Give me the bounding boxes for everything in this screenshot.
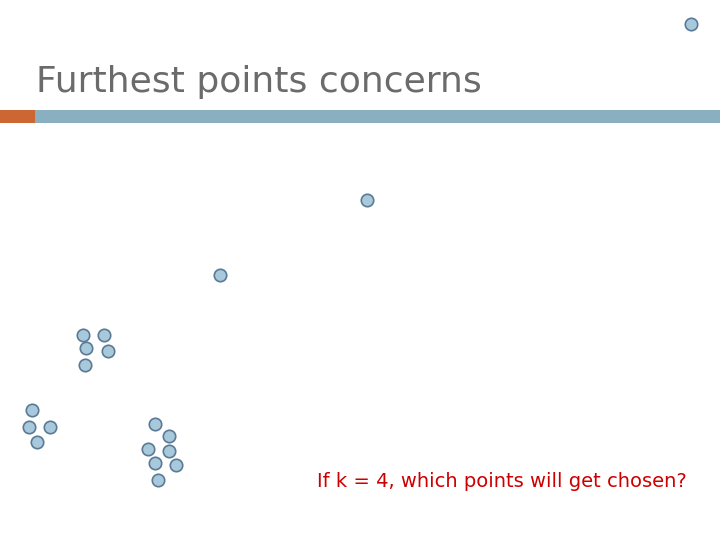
- Point: [45, 422, 56, 431]
- Point: [163, 447, 175, 455]
- FancyBboxPatch shape: [0, 110, 35, 123]
- Point: [170, 461, 181, 470]
- Text: Furthest points concerns: Furthest points concerns: [36, 65, 482, 99]
- Point: [153, 475, 164, 484]
- Point: [142, 445, 153, 454]
- Point: [77, 330, 89, 339]
- Point: [361, 195, 373, 204]
- Point: [32, 437, 43, 446]
- FancyBboxPatch shape: [35, 110, 720, 123]
- Point: [102, 347, 114, 355]
- Point: [685, 20, 697, 29]
- Point: [149, 420, 161, 428]
- Point: [149, 459, 161, 468]
- Point: [214, 271, 225, 280]
- Point: [163, 431, 175, 440]
- Point: [79, 360, 91, 369]
- Point: [81, 344, 92, 353]
- Point: [99, 330, 110, 339]
- Text: If k = 4, which points will get chosen?: If k = 4, which points will get chosen?: [317, 472, 687, 491]
- Point: [27, 406, 38, 415]
- Point: [23, 422, 35, 431]
